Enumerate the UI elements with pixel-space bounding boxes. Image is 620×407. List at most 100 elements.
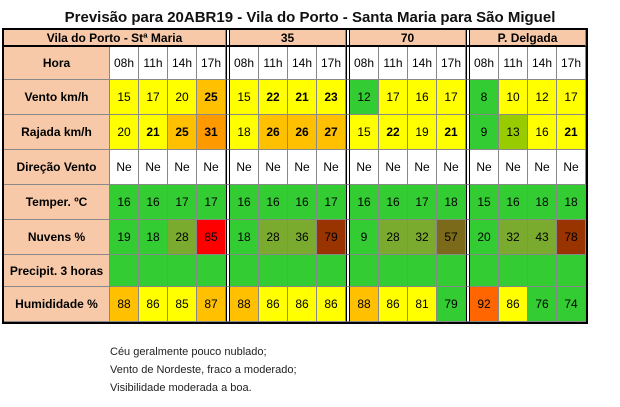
table-cell: 88: [230, 287, 259, 322]
table-cell: 14h: [168, 47, 197, 80]
row-label: Temper. ºC: [4, 185, 110, 220]
column-separator: [466, 47, 470, 80]
table-cell: [437, 255, 466, 287]
column-separator: [226, 185, 230, 220]
table-cell: Ne: [350, 150, 379, 185]
table-cell: 21: [288, 80, 317, 115]
table-cell: 28: [379, 220, 408, 255]
table-cell: 15: [470, 185, 499, 220]
table-cell: 16: [408, 80, 437, 115]
column-separator: [466, 287, 470, 322]
table-cell: 22: [259, 80, 288, 115]
column-separator: [466, 150, 470, 185]
table-cell: 25: [168, 115, 197, 150]
table-cell: 16: [110, 185, 139, 220]
table-cell: 16: [288, 185, 317, 220]
group-header-70: 70: [350, 30, 466, 47]
table-cell: 32: [408, 220, 437, 255]
table-cell: 18: [230, 220, 259, 255]
table-row: Direção Vento Ne Ne Ne Ne Ne Ne Ne Ne Ne Ne Ne Ne Ne N…: [4, 150, 586, 185]
table-cell: 17: [197, 185, 226, 220]
table-row: Precipit. 3 horas: [4, 255, 586, 287]
table-cell: 18: [230, 115, 259, 150]
table-cell: 08h: [110, 47, 139, 80]
table-cell: Ne: [230, 150, 259, 185]
table-cell: [110, 255, 139, 287]
table-cell: Ne: [168, 150, 197, 185]
table-cell: 16: [350, 185, 379, 220]
row-label: Direção Vento: [4, 150, 110, 185]
table-cell: 21: [437, 115, 466, 150]
table-cell: 12: [528, 80, 557, 115]
table-row: Rajada km/h 20 21 25 31 18 26 26 27 15 22 19 21 9 13 16…: [4, 115, 586, 150]
table-cell: 57: [437, 220, 466, 255]
table-cell: 21: [139, 115, 168, 150]
table-cell: 17h: [437, 47, 466, 80]
table-cell: 86: [259, 287, 288, 322]
table-cell: 17: [168, 185, 197, 220]
table-cell: 28: [168, 220, 197, 255]
column-separator: [346, 30, 350, 47]
column-separator: [226, 287, 230, 322]
note-wind: Vento de Nordeste, fraco a moderado;: [110, 364, 297, 376]
row-label: Nuvens %: [4, 220, 110, 255]
row-label: Humididade %: [4, 287, 110, 322]
table-cell: 17h: [197, 47, 226, 80]
table-cell: 11h: [379, 47, 408, 80]
table-cell: 25: [197, 80, 226, 115]
table-cell: 27: [317, 115, 346, 150]
table-cell: 17: [557, 80, 586, 115]
table-cell: 13: [499, 115, 528, 150]
table-row: Temper. ºC 16 16 17 17 16 16 16 17 16 16 17 18 15 16 18…: [4, 185, 586, 220]
note-sky: Céu geralmente pouco nublado;: [110, 346, 267, 358]
table-cell: 14h: [408, 47, 437, 80]
table-cell: 16: [499, 185, 528, 220]
table-row: Nuvens % 19 18 28 85 18 28 36 79 9 28 32 57 20 32 43 78: [4, 220, 586, 255]
column-separator: [226, 115, 230, 150]
table-cell: 17: [379, 80, 408, 115]
table-cell: [528, 255, 557, 287]
table-cell: [139, 255, 168, 287]
column-separator: [466, 30, 470, 47]
table-cell: 18: [437, 185, 466, 220]
table-cell: Ne: [470, 150, 499, 185]
table-cell: 86: [288, 287, 317, 322]
group-header-row: Vila do Porto - Stª Maria 35 70 P. Delga…: [4, 30, 586, 47]
table-cell: 92: [470, 287, 499, 322]
table-cell: Ne: [528, 150, 557, 185]
table-cell: Ne: [437, 150, 466, 185]
column-separator: [346, 150, 350, 185]
row-label: Hora: [4, 47, 110, 80]
table-cell: 14h: [288, 47, 317, 80]
column-separator: [346, 255, 350, 287]
table-cell: [317, 255, 346, 287]
table-cell: Ne: [557, 150, 586, 185]
table-cell: 11h: [499, 47, 528, 80]
table-cell: Ne: [139, 150, 168, 185]
column-separator: [346, 287, 350, 322]
table-cell: 88: [350, 287, 379, 322]
table-cell: 20: [110, 115, 139, 150]
column-separator: [226, 80, 230, 115]
table-cell: 31: [197, 115, 226, 150]
table-cell: 18: [528, 185, 557, 220]
table-cell: 86: [499, 287, 528, 322]
table-cell: 79: [317, 220, 346, 255]
column-separator: [466, 255, 470, 287]
column-separator: [346, 115, 350, 150]
column-separator: [226, 30, 230, 47]
table-cell: 15: [110, 80, 139, 115]
table-cell: 23: [317, 80, 346, 115]
column-separator: [346, 185, 350, 220]
table-cell: 86: [379, 287, 408, 322]
table-cell: 10: [499, 80, 528, 115]
table-cell: 28: [259, 220, 288, 255]
table-cell: [168, 255, 197, 287]
table-cell: 88: [110, 287, 139, 322]
table-cell: Ne: [499, 150, 528, 185]
table-cell: 20: [168, 80, 197, 115]
column-separator: [346, 80, 350, 115]
table-cell: 22: [379, 115, 408, 150]
table-cell: [259, 255, 288, 287]
table-cell: 26: [288, 115, 317, 150]
